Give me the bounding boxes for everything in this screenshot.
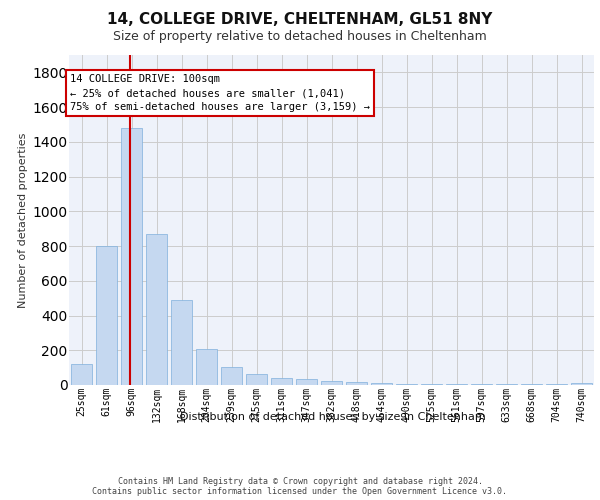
Bar — [121, 128, 142, 385]
Bar — [396, 384, 417, 385]
Bar — [71, 364, 92, 385]
Bar — [346, 382, 367, 385]
Bar — [546, 384, 567, 385]
Bar — [296, 379, 317, 385]
Bar — [521, 384, 542, 385]
Text: Contains HM Land Registry data © Crown copyright and database right 2024.
Contai: Contains HM Land Registry data © Crown c… — [92, 476, 508, 496]
Text: 14 COLLEGE DRIVE: 100sqm
← 25% of detached houses are smaller (1,041)
75% of sem: 14 COLLEGE DRIVE: 100sqm ← 25% of detach… — [70, 74, 370, 112]
Bar — [196, 350, 217, 385]
Text: 14, COLLEGE DRIVE, CHELTENHAM, GL51 8NY: 14, COLLEGE DRIVE, CHELTENHAM, GL51 8NY — [107, 12, 493, 26]
Bar — [371, 384, 392, 385]
Bar — [271, 378, 292, 385]
Bar — [246, 374, 267, 385]
Bar — [146, 234, 167, 385]
Bar — [221, 367, 242, 385]
Text: Size of property relative to detached houses in Cheltenham: Size of property relative to detached ho… — [113, 30, 487, 43]
Bar — [96, 246, 117, 385]
Bar — [471, 384, 492, 385]
Bar — [496, 384, 517, 385]
Bar — [171, 300, 192, 385]
Bar — [321, 380, 342, 385]
Bar — [446, 384, 467, 385]
Text: Distribution of detached houses by size in Cheltenham: Distribution of detached houses by size … — [180, 412, 486, 422]
Bar — [421, 384, 442, 385]
Y-axis label: Number of detached properties: Number of detached properties — [18, 132, 28, 308]
Bar — [571, 384, 592, 385]
